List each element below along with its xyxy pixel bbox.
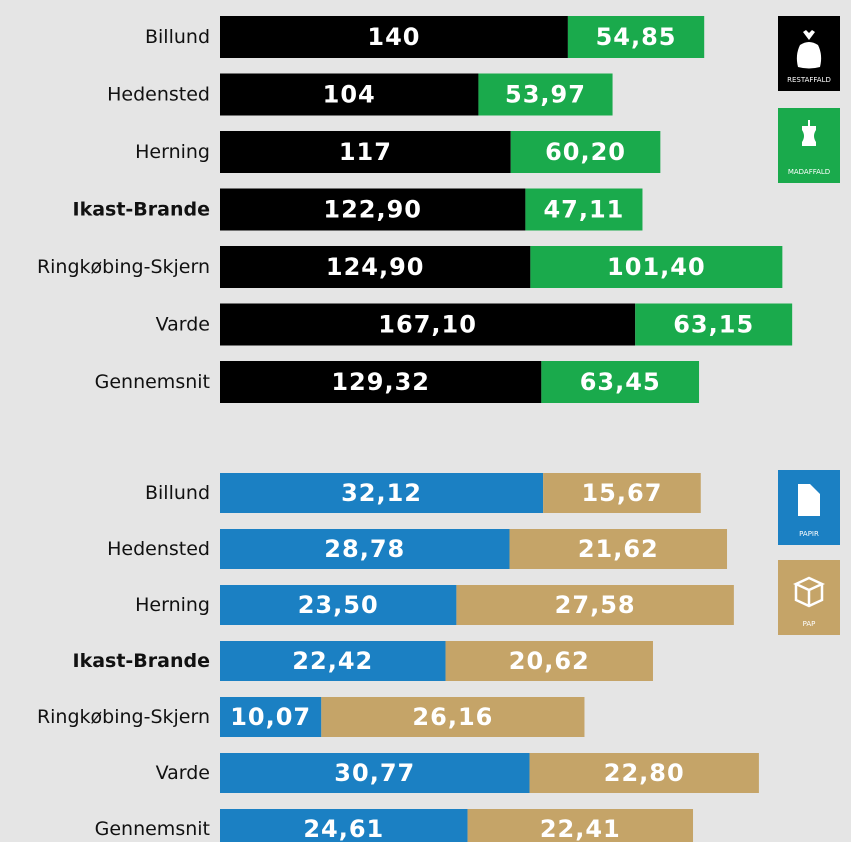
- bar-segment: [220, 473, 544, 513]
- value-label: 24,61: [303, 815, 384, 842]
- bar-segment: [510, 131, 661, 173]
- value-label: 117: [339, 138, 392, 166]
- bar-segment: [567, 16, 705, 58]
- value-label: 28,78: [324, 535, 405, 563]
- bar-segment: [543, 473, 701, 513]
- value-label: 26,16: [412, 703, 493, 731]
- category-label: Ringkøbing-Skjern: [37, 706, 210, 728]
- value-label: 140: [367, 23, 420, 51]
- legend-label: RESTAFFALD: [787, 76, 831, 84]
- value-label: 60,20: [545, 138, 626, 166]
- value-label: 129,32: [331, 368, 430, 396]
- category-label: Hedensted: [107, 84, 210, 106]
- value-label: 10,07: [230, 703, 311, 731]
- category-label: Varde: [156, 314, 210, 336]
- bar-segment: [467, 809, 694, 842]
- bar-segment: [321, 697, 585, 737]
- category-label: Varde: [156, 762, 210, 784]
- bar-segment: [509, 529, 728, 569]
- bar-segment: [220, 131, 511, 173]
- bar-segment: [220, 641, 446, 681]
- icon-bag: [796, 30, 822, 69]
- value-label: 124,90: [326, 253, 425, 281]
- value-label: 53,97: [505, 81, 586, 109]
- value-label: 30,77: [334, 759, 415, 787]
- bar-segment: [220, 529, 510, 569]
- bar-segment: [220, 753, 530, 793]
- bar-segment: [220, 16, 568, 58]
- bar-segment: [529, 753, 759, 793]
- value-label: 32,12: [341, 479, 422, 507]
- value-label: 23,50: [298, 591, 379, 619]
- icon-apple: [802, 120, 816, 146]
- legend-label: PAPIR: [799, 530, 819, 538]
- category-label: Hedensted: [107, 538, 210, 560]
- category-label: Billund: [145, 482, 210, 504]
- value-label: 63,15: [673, 311, 754, 339]
- legend-label: MADAFFALD: [788, 168, 830, 176]
- category-label: Ikast-Brande: [73, 650, 211, 672]
- icon-box: [793, 576, 825, 608]
- bar-segment: [220, 809, 468, 842]
- bar-segment: [220, 697, 322, 737]
- bar-segment: [525, 188, 643, 231]
- value-label: 20,62: [509, 647, 590, 675]
- value-label: 54,85: [596, 23, 677, 51]
- bar-segment: [220, 73, 479, 116]
- value-label: 15,67: [581, 479, 662, 507]
- value-label: 22,80: [604, 759, 685, 787]
- value-label: 47,11: [543, 196, 624, 224]
- bar-segment: [220, 303, 636, 346]
- bar-segment: [635, 303, 793, 346]
- bar-segment: [220, 188, 526, 231]
- value-label: 27,58: [555, 591, 636, 619]
- bar-segment: [220, 585, 457, 625]
- value-label: 22,42: [292, 647, 373, 675]
- bar-segment: [478, 73, 613, 116]
- value-label: 122,90: [323, 196, 422, 224]
- bar-segment: [541, 361, 700, 403]
- value-label: 21,62: [578, 535, 659, 563]
- value-label: 63,45: [580, 368, 661, 396]
- category-label: Herning: [135, 594, 210, 616]
- category-label: Gennemsnit: [95, 818, 210, 840]
- value-label: 104: [323, 81, 376, 109]
- legend-label: PAP: [803, 620, 816, 628]
- value-label: 101,40: [607, 253, 706, 281]
- bar-segment: [456, 585, 734, 625]
- category-label: Gennemsnit: [95, 371, 210, 393]
- bar-segment: [530, 246, 783, 288]
- category-label: Billund: [145, 26, 210, 48]
- value-label: 167,10: [378, 311, 477, 339]
- bar-segment: [220, 361, 542, 403]
- category-label: Ikast-Brande: [73, 199, 211, 221]
- icon-paper: [798, 484, 820, 516]
- category-label: Herning: [135, 141, 210, 163]
- category-label: Ringkøbing-Skjern: [37, 256, 210, 278]
- bar-segment: [220, 246, 531, 288]
- value-label: 22,41: [540, 815, 621, 842]
- bar-segment: [445, 641, 653, 681]
